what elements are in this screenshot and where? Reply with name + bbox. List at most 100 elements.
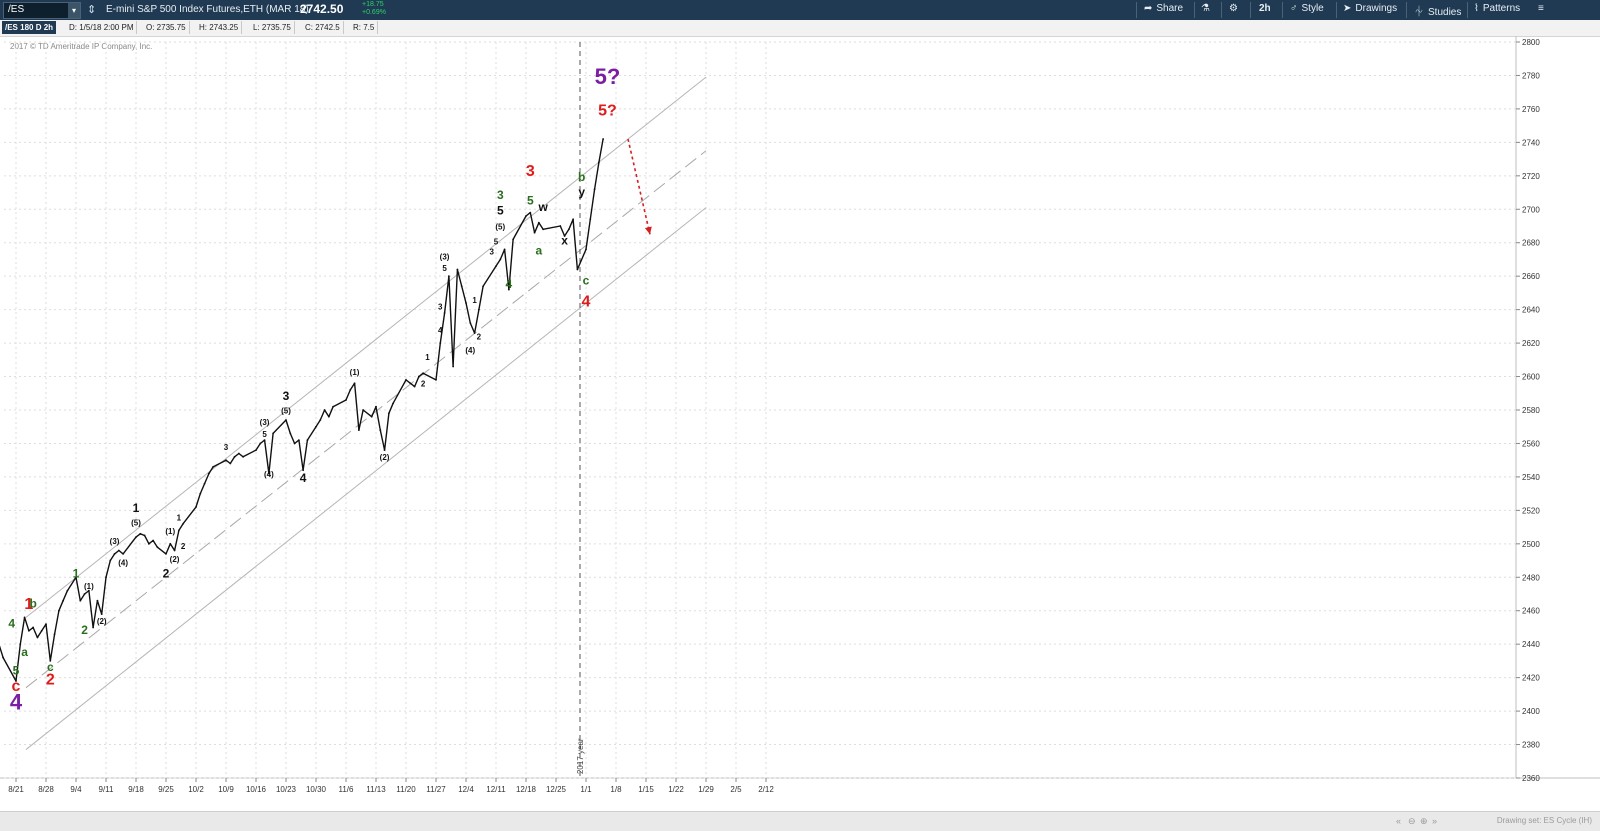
price-point (452, 365, 455, 368)
price-series (0, 138, 605, 682)
price-chart[interactable]: 2360 2380 2400 2420 2440 2460 2480 2500 2520 2540… (0, 36, 1600, 830)
gear-icon: ⚙ (1229, 3, 1238, 14)
last-price: 2742.50 (300, 2, 344, 16)
wave-label: 3 (438, 303, 443, 312)
price-point (83, 593, 86, 595)
wave-label: (1) (84, 582, 94, 591)
price-point (392, 402, 395, 405)
price-point (477, 308, 480, 311)
price-point (512, 238, 515, 241)
price-change: +18.75 +0.69% (362, 1, 386, 17)
scroll-left-icon[interactable]: « (1396, 816, 1402, 826)
price-point (495, 265, 497, 268)
price-point (362, 409, 365, 411)
price-point (53, 633, 56, 636)
price-point (409, 382, 412, 385)
share-icon: ➦ (1144, 3, 1153, 14)
symbol-input[interactable]: /ES ▾ (3, 2, 81, 19)
wave-label: (5) (131, 518, 141, 527)
wave-label: (5) (281, 406, 291, 415)
wave-label: 5? (598, 103, 617, 120)
x-tick-label: 9/18 (128, 785, 144, 794)
price-point (585, 248, 587, 251)
zoom-in-icon[interactable]: ⊕ (1420, 816, 1428, 826)
price-point (507, 288, 510, 291)
price-point (537, 221, 540, 224)
price-point (302, 469, 305, 472)
price-point (199, 492, 202, 495)
wave-label: x (561, 233, 568, 247)
studies-button[interactable]: ⏆ Studies (1414, 3, 1461, 18)
wave-label: 2 (81, 623, 88, 637)
x-tick-label: 9/4 (70, 785, 82, 794)
forecast-arrow (627, 138, 652, 235)
price-point (165, 552, 167, 555)
toolbar-divider (1136, 2, 1137, 18)
timeframe-button[interactable]: 2h (1259, 3, 1271, 14)
toolbar-divider (1336, 2, 1337, 18)
x-tick-label: 12/25 (546, 785, 567, 794)
price-point (267, 472, 270, 475)
price-point (113, 552, 116, 555)
flask-icon: ⚗ (1201, 3, 1210, 14)
y-tick-label: 2720 (1522, 172, 1540, 181)
price-point (177, 529, 180, 532)
x-tick-label: 12/4 (458, 785, 474, 794)
price-point (263, 439, 266, 442)
price-point (602, 138, 605, 140)
price-point (285, 419, 287, 421)
y-tick-label: 2440 (1522, 640, 1540, 649)
wave-label: (2) (97, 617, 107, 626)
date-axis: 8/21 8/28 9/4 9/11 9/18 9/25 10/2 10/9 10/16 10/2… (8, 778, 774, 794)
settings-button[interactable]: ⚙ (1229, 3, 1242, 14)
price-point (87, 589, 90, 592)
price-point (135, 536, 137, 539)
price-point (237, 452, 240, 455)
year-divider-label: 2017 year (576, 738, 585, 774)
price-point (435, 378, 437, 381)
price-point (447, 275, 450, 278)
wave-label: (2) (380, 453, 390, 462)
style-icon: ♂ (1290, 3, 1298, 14)
price-point (212, 465, 215, 468)
y-tick-label: 2360 (1522, 774, 1540, 783)
flask-button[interactable]: ⚗ (1201, 3, 1214, 14)
wave-label: 3 (526, 163, 535, 180)
price-point (255, 449, 257, 452)
bar-date: D: 1/5/18 2:00 PM (66, 21, 138, 34)
wave-label: (1) (165, 527, 175, 536)
price-point (593, 188, 596, 191)
menu-button[interactable]: ≡ (1538, 3, 1548, 14)
x-tick-label: 12/18 (516, 785, 537, 794)
link-icon[interactable]: ⇕ (87, 4, 97, 16)
price-point (57, 609, 60, 612)
wave-label: 1 (177, 513, 182, 522)
wave-label: (4) (264, 470, 274, 479)
symbol-dropdown-icon[interactable]: ▾ (68, 3, 80, 18)
x-tick-label: 11/13 (366, 785, 386, 794)
wave-label: w (537, 200, 548, 214)
x-tick-label: 1/1 (580, 785, 592, 794)
y-tick-label: 2640 (1522, 306, 1540, 315)
price-point (357, 429, 360, 431)
wave-label: 2 (163, 566, 170, 580)
x-tick-label: 9/11 (99, 785, 115, 794)
price-point (533, 231, 536, 234)
y-tick-label: 2760 (1522, 105, 1540, 114)
price-point (469, 322, 472, 324)
zoom-out-icon[interactable]: ⊖ (1408, 816, 1416, 826)
style-label: Style (1301, 3, 1324, 14)
scroll-right-icon[interactable]: » (1432, 816, 1438, 826)
price-point (503, 248, 506, 251)
style-button[interactable]: ♂ Style (1290, 3, 1324, 14)
price-point (66, 589, 69, 592)
wave-label: 5 (497, 203, 504, 217)
price-point (559, 225, 562, 227)
price-point (75, 576, 77, 579)
share-button[interactable]: ➦ Share (1144, 3, 1183, 14)
x-tick-label: 1/22 (668, 785, 684, 794)
price-point (139, 532, 142, 535)
patterns-button[interactable]: ⌇ Patterns (1474, 3, 1520, 14)
price-point (173, 549, 176, 552)
drawings-button[interactable]: ➤ Drawings (1343, 3, 1397, 14)
